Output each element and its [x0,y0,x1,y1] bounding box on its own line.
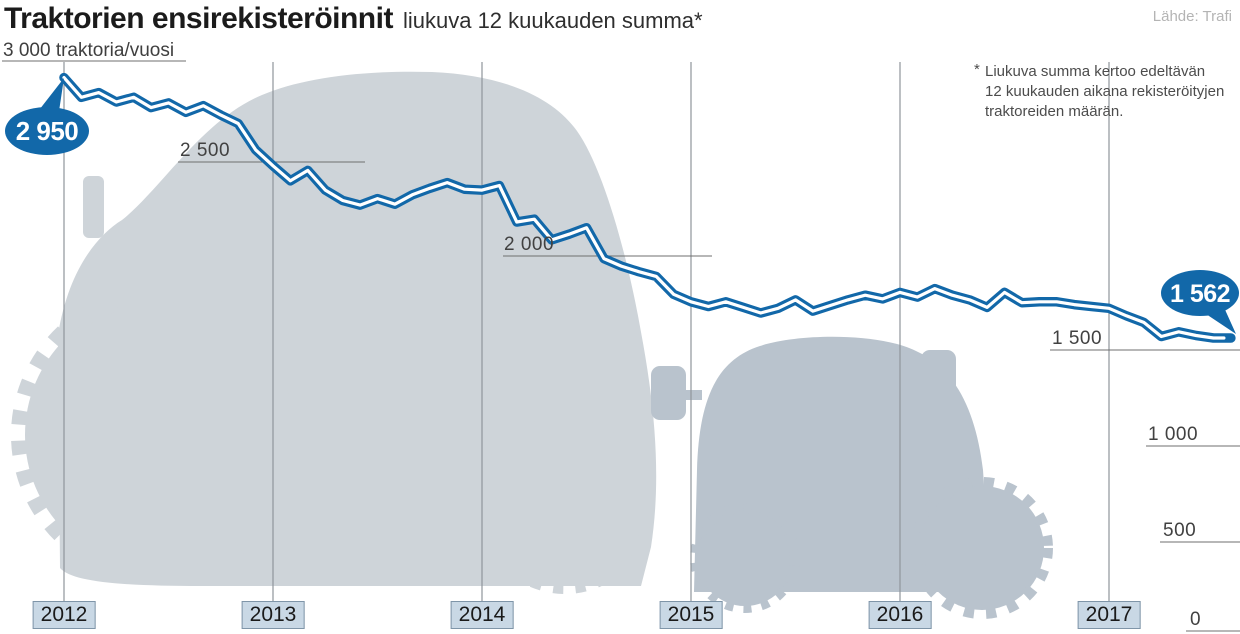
start-value-badge: 2 950 [5,78,89,155]
footnote-marker: * [974,61,980,78]
y-tick-label: 500 [1163,520,1197,541]
page-subtitle: liukuva 12 kuukauden summa* [402,8,703,33]
y-tick-label: 0 [1190,609,1202,630]
y-axis-unit-label: 3 000 traktoria/vuosi [3,40,175,61]
year-box: 2013 [241,601,305,629]
year-box: 2012 [32,601,96,629]
end-value-label: 1 562 [1170,280,1230,308]
year-box: 2015 [659,601,723,629]
end-value-badge: 1 562 [1161,270,1239,334]
y-tick-label: 1 000 [1148,424,1199,445]
footnote-line: 12 kuukauden aikana rekisteröityjen [985,82,1225,100]
footnote: * Liukuva summa kertoo edeltävän 12 kuuk… [974,61,1240,121]
header: Traktorien ensirekisteröinnit liukuva 12 … [4,2,703,36]
footnote-line: traktoreiden määrän. [985,102,1124,120]
year-box: 2017 [1077,601,1141,629]
source-credit: Lähde: Trafi [1152,8,1232,25]
tractor-silhouette-small [651,336,1053,619]
start-value-label: 2 950 [16,116,79,146]
y-tick-label: 2 500 [180,140,231,161]
footnote-line: Liukuva summa kertoo edeltävän [985,63,1206,80]
tractor-silhouette-large [11,71,657,594]
year-box: 2016 [868,601,932,629]
y-tick-label: 2 000 [504,234,555,255]
year-box: 2014 [450,601,514,629]
data-line-highlight [62,76,1226,340]
y-tick-label: 1 500 [1052,328,1103,349]
page-title: Traktorien ensirekisteröinnit [4,2,393,35]
